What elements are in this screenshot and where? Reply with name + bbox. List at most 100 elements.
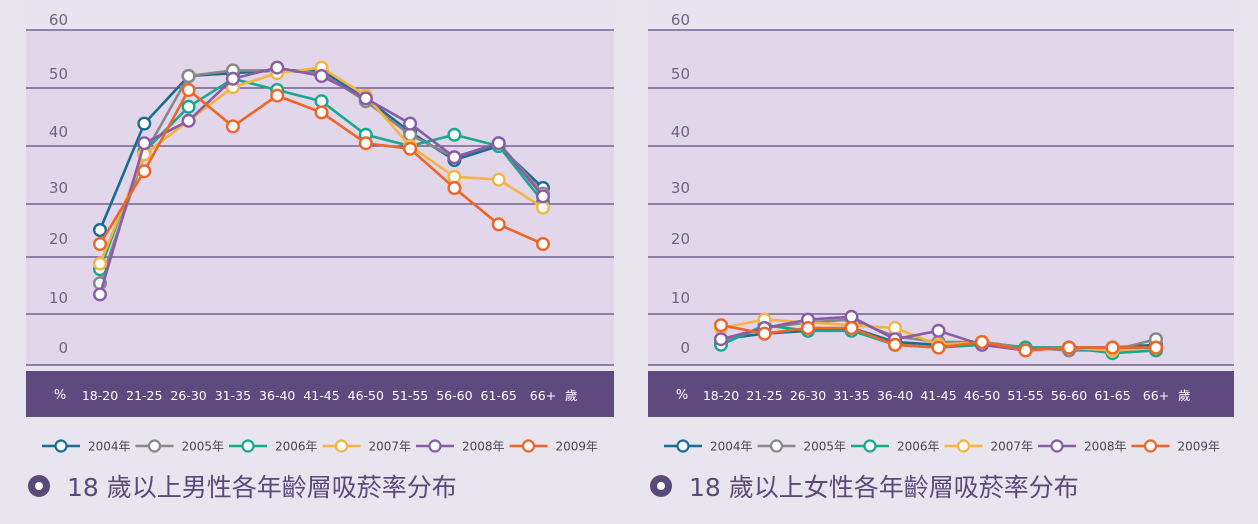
legend-label: 2007年 bbox=[369, 440, 412, 454]
x-tick-label: 21-25 bbox=[126, 388, 162, 403]
legend-label: 2005年 bbox=[804, 440, 847, 454]
data-point bbox=[358, 91, 373, 106]
x-tick-label: 51-55 bbox=[392, 388, 428, 403]
x-tick-label: 21-25 bbox=[746, 388, 782, 403]
data-point bbox=[403, 127, 418, 142]
data-point bbox=[1061, 340, 1076, 355]
y-tick-label: 40 bbox=[49, 123, 68, 141]
x-tick-label: 18-20 bbox=[703, 388, 739, 403]
x-tick-label: 18-20 bbox=[82, 388, 118, 403]
data-point bbox=[844, 321, 859, 336]
x-tick-label: 31-35 bbox=[215, 388, 251, 403]
x-axis-suffix: 歲 bbox=[1178, 388, 1191, 403]
legend-marker bbox=[1050, 439, 1064, 453]
data-point bbox=[931, 323, 946, 338]
series-5 bbox=[92, 82, 551, 251]
legend-label: 2006年 bbox=[275, 440, 318, 454]
data-point bbox=[181, 99, 196, 114]
data-point bbox=[975, 335, 990, 350]
data-point bbox=[491, 172, 506, 187]
x-axis-bar bbox=[26, 371, 614, 417]
legend-marker bbox=[863, 439, 877, 453]
data-point bbox=[536, 200, 551, 215]
data-point bbox=[137, 164, 152, 179]
data-point bbox=[491, 217, 506, 232]
data-point bbox=[757, 326, 772, 341]
legend-marker bbox=[956, 439, 971, 453]
data-point bbox=[92, 256, 107, 271]
chart-title: 18 歲以上男性各年齡層吸菸率分布 bbox=[67, 473, 457, 502]
y-tick-label: 30 bbox=[671, 179, 690, 197]
bullet-icon-dot bbox=[35, 482, 43, 490]
chart-female: 60 50 40 30 20 10 0% 18-20 21-25 26-30 31-35 36-40 4… bbox=[648, 0, 1234, 502]
data-point bbox=[447, 169, 462, 184]
x-tick-label: 56-60 bbox=[436, 388, 472, 403]
data-point bbox=[225, 71, 240, 86]
data-point bbox=[931, 340, 946, 355]
chart-male: 60 50 40 30 20 10 0% 18-20 21-25 26-30 31-35 36-40 4… bbox=[26, 0, 614, 502]
chart-title: 18 歲以上女性各年齡層吸菸率分布 bbox=[689, 473, 1079, 502]
x-tick-label: 61-65 bbox=[1094, 388, 1130, 403]
legend-label: 2006年 bbox=[897, 440, 940, 454]
x-axis-suffix: 歲 bbox=[565, 388, 578, 403]
data-point bbox=[801, 321, 816, 336]
plot-band bbox=[648, 257, 1234, 314]
legend-marker bbox=[769, 439, 784, 453]
data-point bbox=[1018, 343, 1033, 358]
x-tick-label: 36-40 bbox=[259, 388, 295, 403]
y-tick-label: 50 bbox=[671, 65, 690, 83]
x-tick-label: 61-65 bbox=[481, 388, 517, 403]
x-tick-label: 46-50 bbox=[964, 388, 1000, 403]
data-point bbox=[714, 332, 729, 347]
plot-top-band bbox=[26, 0, 614, 30]
data-point bbox=[314, 105, 329, 120]
y-tick-label: 0 bbox=[58, 339, 68, 357]
legend-label: 2005年 bbox=[182, 440, 225, 454]
data-point bbox=[181, 113, 196, 128]
y-tick-label: 40 bbox=[671, 123, 690, 141]
legend: 2004年 2005年 2006年 2007年 2008年 2009年 bbox=[664, 439, 1220, 454]
y-tick-label: 50 bbox=[49, 65, 68, 83]
data-point bbox=[491, 136, 506, 151]
bullet-icon-dot bbox=[657, 482, 665, 490]
legend-marker bbox=[54, 439, 68, 453]
data-point bbox=[225, 119, 240, 134]
legend-label: 2007年 bbox=[991, 440, 1034, 454]
y-tick-label: 60 bbox=[49, 11, 68, 29]
x-tick-label: 51-55 bbox=[1007, 388, 1043, 403]
legend-marker bbox=[428, 439, 442, 453]
legend-marker bbox=[147, 439, 162, 453]
unit-label: % bbox=[54, 388, 66, 403]
legend-label: 2004年 bbox=[710, 440, 753, 454]
x-tick-label: 66+ bbox=[1143, 388, 1169, 403]
legend-label: 2008年 bbox=[1084, 440, 1127, 454]
y-tick-label: 0 bbox=[680, 339, 690, 357]
data-point bbox=[314, 94, 329, 109]
y-tick-label: 20 bbox=[671, 230, 690, 248]
data-point bbox=[270, 88, 285, 103]
data-point bbox=[137, 116, 152, 131]
data-point bbox=[137, 136, 152, 151]
y-tick-label: 60 bbox=[671, 11, 690, 29]
plot-band bbox=[648, 88, 1234, 146]
y-tick-label: 10 bbox=[49, 289, 68, 307]
data-point bbox=[447, 127, 462, 142]
legend-marker bbox=[676, 439, 690, 453]
plot-band bbox=[648, 204, 1234, 257]
series-4 bbox=[92, 60, 551, 302]
plot-band bbox=[648, 30, 1234, 88]
data-point bbox=[447, 150, 462, 165]
x-tick-label: 26-30 bbox=[790, 388, 826, 403]
data-point bbox=[888, 337, 903, 352]
data-point bbox=[92, 222, 107, 237]
data-point bbox=[844, 309, 859, 324]
data-point bbox=[270, 60, 285, 75]
legend-label: 2009年 bbox=[556, 440, 599, 454]
plot-band bbox=[26, 314, 614, 365]
plot-top-band bbox=[648, 0, 1234, 30]
x-tick-label: 41-45 bbox=[920, 388, 956, 403]
plot-band bbox=[26, 257, 614, 314]
x-tick-label: 31-35 bbox=[833, 388, 869, 403]
data-point bbox=[314, 68, 329, 83]
